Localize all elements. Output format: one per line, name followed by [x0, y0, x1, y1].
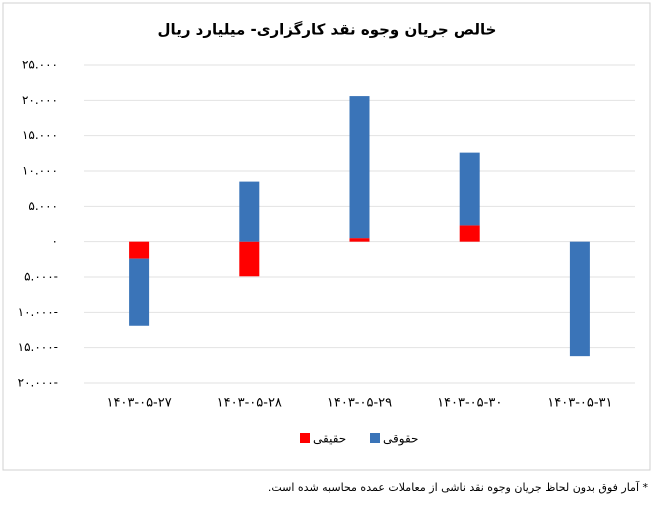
x-tick-label: ۱۴۰۳-۰۵-۲۷	[106, 396, 171, 411]
legend-swatch	[300, 433, 310, 443]
y-tick-label: ۱۰.۰۰۰	[22, 164, 58, 178]
bar	[459, 225, 480, 242]
bar	[239, 181, 260, 242]
x-tick-label: ۱۴۰۳-۰۵-۲۹	[327, 396, 392, 411]
x-tick-label: ۱۴۰۳-۰۵-۲۸	[217, 396, 282, 411]
legend-label: حقوقی	[383, 432, 418, 447]
x-tick-label: ۱۴۰۳-۰۵-۳۰	[437, 396, 502, 411]
bar	[129, 258, 150, 326]
bar	[569, 241, 590, 357]
bar	[239, 241, 260, 277]
y-tick-label: ۲۰.۰۰۰	[22, 93, 58, 107]
chart-frame	[2, 2, 651, 471]
bar	[349, 96, 370, 239]
legend-label: حقیقی	[313, 432, 346, 446]
legend-swatch	[370, 433, 380, 443]
bar	[129, 241, 150, 259]
chart-title: خالص جریان وجوه نقد کارگزاری- میلیارد ری…	[158, 21, 497, 39]
bar	[349, 238, 370, 242]
y-tick-label: ۲۵.۰۰۰	[22, 58, 58, 72]
x-tick-label: ۱۴۰۳-۰۵-۳۱	[547, 396, 612, 411]
y-tick-label: ۰	[52, 234, 58, 248]
y-tick-label: ۲۰.۰۰۰-	[18, 376, 58, 390]
y-tick-label: ۵.۰۰۰	[28, 199, 58, 213]
y-tick-label: ۱۵.۰۰۰-	[18, 340, 58, 354]
footnote: * آمار فوق بدون لحاظ جریان وجوه نقد ناشی…	[268, 480, 649, 494]
bar	[459, 152, 480, 226]
y-tick-label: ۵.۰۰۰-	[24, 270, 58, 284]
y-tick-label: ۱۵.۰۰۰	[22, 128, 58, 142]
y-tick-label: ۱۰.۰۰۰-	[18, 305, 58, 319]
